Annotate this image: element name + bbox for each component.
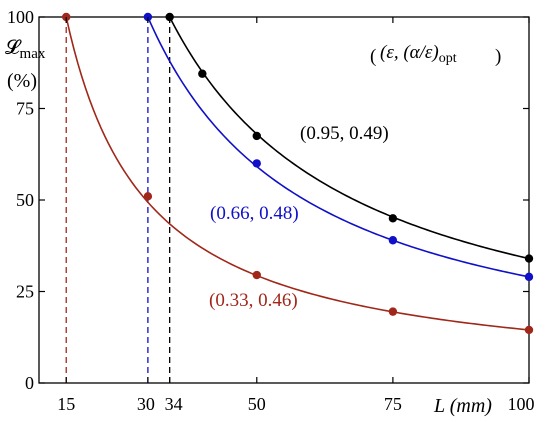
data-point-0 (252, 131, 261, 141)
series-label-1: (0.66, 0.48) (210, 203, 299, 224)
data-point-1 (524, 272, 534, 282)
series-line-1 (147, 16, 530, 278)
series-line-0 (168, 16, 530, 260)
x-tick-label: 30 (137, 394, 155, 414)
data-point-2 (143, 192, 153, 201)
series-line-2 (65, 16, 530, 331)
legend-title: ( (ε, (α/ε)opt ) (370, 42, 501, 67)
y-tick-label: 100 (7, 7, 34, 27)
y-tick-label: 25 (16, 282, 34, 302)
axis-ticks: 0 25 50 75 100 15 30 34 50 75 100 (7, 7, 535, 414)
data-point-2 (524, 325, 534, 335)
y-tick-label: 75 (16, 99, 34, 119)
series-points (62, 12, 534, 335)
x-tick-label: 100 (508, 394, 535, 414)
x-tick-label: 50 (248, 394, 266, 414)
threshold-guides (65, 17, 171, 383)
data-point-0 (198, 69, 207, 78)
y-tick-label: 0 (25, 373, 34, 393)
svg-text:(: ( (370, 46, 376, 67)
svg-text:): ) (495, 46, 501, 67)
x-axis-label: L (mm) (433, 395, 492, 417)
x-tick-label: 15 (57, 394, 75, 414)
data-point-2 (252, 270, 261, 280)
series-label-2: (0.33, 0.46) (209, 290, 298, 311)
plot-frame (38, 16, 530, 384)
series-label-0: (0.95, 0.49) (300, 123, 389, 144)
x-tick-label: 75 (384, 394, 402, 414)
data-point-0 (388, 214, 398, 223)
data-point-0 (524, 254, 534, 263)
y-tick-label: 50 (16, 190, 34, 210)
y-axis-label: 𝓛max (5, 37, 46, 62)
data-point-1 (388, 236, 398, 245)
series-curves (65, 16, 530, 331)
data-point-2 (388, 307, 398, 316)
data-point-1 (252, 159, 261, 168)
x-tick-label: 34 (165, 394, 183, 414)
svg-text:(ε, (α/ε)opt: (ε, (α/ε)opt (380, 42, 457, 66)
y-axis-unit: (%) (7, 70, 37, 92)
